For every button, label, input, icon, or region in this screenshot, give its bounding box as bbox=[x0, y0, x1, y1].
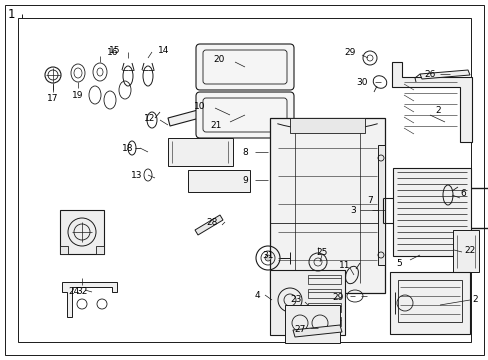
Text: 10: 10 bbox=[193, 102, 204, 111]
Bar bbox=[307, 303, 340, 312]
Bar bbox=[389, 272, 469, 334]
Text: 6: 6 bbox=[459, 189, 465, 198]
Bar bbox=[285, 305, 339, 343]
FancyBboxPatch shape bbox=[196, 92, 293, 138]
Text: 26: 26 bbox=[424, 69, 435, 78]
Text: 22: 22 bbox=[463, 246, 474, 255]
Text: 28: 28 bbox=[206, 217, 218, 226]
Text: 32: 32 bbox=[76, 287, 87, 296]
Text: 11: 11 bbox=[338, 261, 349, 270]
Bar bbox=[96, 246, 104, 254]
FancyBboxPatch shape bbox=[196, 44, 293, 90]
Polygon shape bbox=[391, 62, 471, 142]
Ellipse shape bbox=[264, 255, 270, 261]
Text: 7: 7 bbox=[366, 195, 372, 204]
Text: 24: 24 bbox=[69, 288, 80, 297]
Text: 17: 17 bbox=[47, 94, 59, 103]
Text: 23: 23 bbox=[290, 296, 302, 305]
Text: 18: 18 bbox=[121, 144, 133, 153]
Polygon shape bbox=[377, 145, 384, 265]
Bar bbox=[60, 246, 68, 254]
Polygon shape bbox=[62, 282, 117, 317]
Text: 5: 5 bbox=[395, 260, 401, 269]
Text: 2: 2 bbox=[434, 105, 440, 114]
Text: 20: 20 bbox=[213, 54, 224, 63]
Bar bbox=[187, 170, 249, 192]
Text: 27: 27 bbox=[294, 325, 305, 334]
Text: 4: 4 bbox=[254, 291, 260, 300]
Text: 31: 31 bbox=[262, 251, 273, 260]
Text: 2: 2 bbox=[471, 296, 477, 305]
Polygon shape bbox=[195, 215, 223, 235]
Text: 19: 19 bbox=[72, 90, 83, 99]
Text: 8: 8 bbox=[242, 148, 247, 157]
Text: 25: 25 bbox=[316, 248, 327, 257]
Bar bbox=[307, 317, 340, 326]
Text: 16: 16 bbox=[107, 48, 119, 57]
Polygon shape bbox=[292, 325, 341, 337]
Text: 15: 15 bbox=[108, 45, 120, 54]
Text: 9: 9 bbox=[242, 176, 247, 185]
Bar bbox=[307, 275, 340, 284]
Bar bbox=[168, 138, 232, 166]
Bar bbox=[452, 230, 478, 272]
Bar bbox=[269, 270, 345, 335]
Bar bbox=[60, 210, 104, 254]
Bar bbox=[307, 289, 340, 298]
Bar bbox=[289, 118, 364, 133]
Text: 21: 21 bbox=[210, 121, 222, 130]
Text: 29: 29 bbox=[344, 48, 355, 57]
Text: 14: 14 bbox=[158, 45, 169, 54]
Polygon shape bbox=[168, 100, 237, 126]
Text: 29: 29 bbox=[332, 293, 343, 302]
Text: 3: 3 bbox=[349, 206, 355, 215]
Bar bbox=[269, 118, 384, 293]
Bar bbox=[392, 168, 470, 256]
Text: 1: 1 bbox=[8, 8, 16, 21]
Text: 12: 12 bbox=[143, 113, 155, 122]
Text: 30: 30 bbox=[356, 77, 367, 86]
Polygon shape bbox=[419, 70, 469, 79]
Text: 13: 13 bbox=[130, 171, 142, 180]
Bar bbox=[397, 280, 461, 322]
